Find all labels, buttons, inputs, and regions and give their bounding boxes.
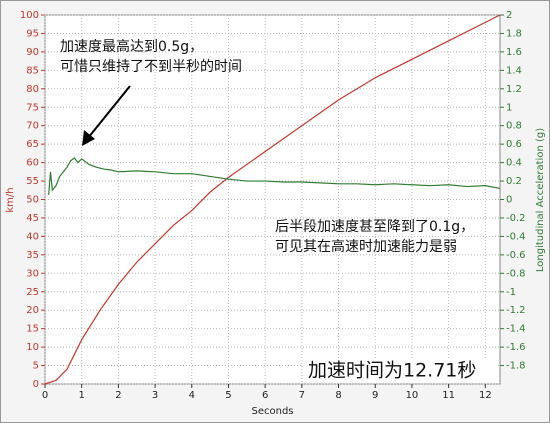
y2-tick-label: 1.6	[506, 47, 522, 58]
y-tick-label: 95	[26, 28, 39, 39]
x-tick-label: 10	[406, 390, 419, 401]
y-tick-label: 80	[26, 84, 39, 95]
y2-tick-label: 1.8	[506, 28, 522, 39]
x-tick-label: 9	[372, 390, 378, 401]
y2-tick-label: -1.8	[506, 361, 526, 372]
x-axis-label: Seconds	[251, 406, 293, 417]
series-line	[48, 157, 501, 195]
y-tick-label: 30	[26, 268, 39, 279]
y2-tick-label: 1.4	[506, 65, 522, 76]
y2-tick-label: -1.2	[506, 305, 526, 316]
y-tick-label: 35	[26, 250, 39, 261]
y-tick-label: 20	[26, 305, 39, 316]
y-tick-label: 50	[26, 195, 39, 206]
y2-tick-label: 1.2	[506, 84, 522, 95]
y2-tick-label: -0.8	[506, 268, 526, 279]
y-tick-label: 90	[26, 47, 39, 58]
x-tick-label: 6	[262, 390, 268, 401]
y-tick-label: 65	[26, 139, 39, 150]
y2-tick-label: 0	[506, 195, 512, 206]
y-axis-label: km/h	[5, 187, 16, 212]
y2-tick-label: -0.6	[506, 250, 526, 261]
x-tick-label: 12	[479, 390, 492, 401]
y2-tick-label: 0.6	[506, 139, 522, 150]
y-tick-label: 85	[26, 65, 39, 76]
annotation: 加速度最高达到0.5g，	[60, 38, 203, 55]
annotation: 后半段加速度甚至降到了0.1g，	[275, 219, 474, 235]
annotation: 加速时间为12.71秒	[308, 360, 476, 382]
x-tick-label: 0	[42, 390, 48, 401]
annotation: 可见其在高速时加速能力是弱	[275, 238, 457, 255]
label-box	[303, 358, 498, 383]
y-tick-label: 75	[26, 102, 39, 113]
y-tick-label: 55	[26, 176, 39, 187]
y-tick-label: 60	[26, 158, 39, 169]
x-tick-label: 4	[189, 390, 195, 401]
y2-tick-label: -1.4	[506, 324, 526, 335]
y-tick-label: 100	[20, 10, 39, 21]
x-tick-label: 2	[115, 390, 121, 401]
y-tick-label: 25	[26, 287, 39, 298]
y2-tick-label: -0.2	[506, 213, 526, 224]
y-tick-label: 45	[26, 213, 39, 224]
x-tick-label: 7	[299, 390, 305, 401]
y2-axis-label: Longitudinal Acceleration (g)	[535, 128, 546, 272]
y-tick-label: 40	[26, 231, 39, 242]
annotation: 可惜只维持了不到半秒的时间	[60, 59, 242, 75]
y2-tick-label: 2	[506, 10, 512, 21]
y-tick-label: 5	[33, 361, 39, 372]
y-tick-label: 70	[26, 121, 39, 132]
y2-tick-label: 0.8	[506, 121, 522, 132]
arrow	[87, 85, 131, 139]
y2-tick-label: -0.4	[506, 231, 526, 242]
y-tick-label: 10	[26, 342, 39, 353]
y2-tick-label: 1	[506, 102, 512, 113]
y-tick-label: 0	[33, 379, 39, 390]
y2-tick-label: -1.6	[506, 342, 526, 353]
arrowhead	[82, 130, 95, 146]
y-tick-label: 15	[26, 324, 39, 335]
y2-tick-label: 0.2	[506, 176, 522, 187]
x-tick-label: 11	[442, 390, 455, 401]
x-tick-label: 3	[152, 390, 158, 401]
series-line	[44, 14, 501, 385]
y2-tick-label: 0.4	[506, 158, 522, 169]
x-tick-label: 1	[79, 390, 85, 401]
x-tick-label: 5	[225, 390, 231, 401]
x-tick-label: 8	[335, 390, 341, 401]
y2-tick-label: -1	[506, 287, 516, 298]
